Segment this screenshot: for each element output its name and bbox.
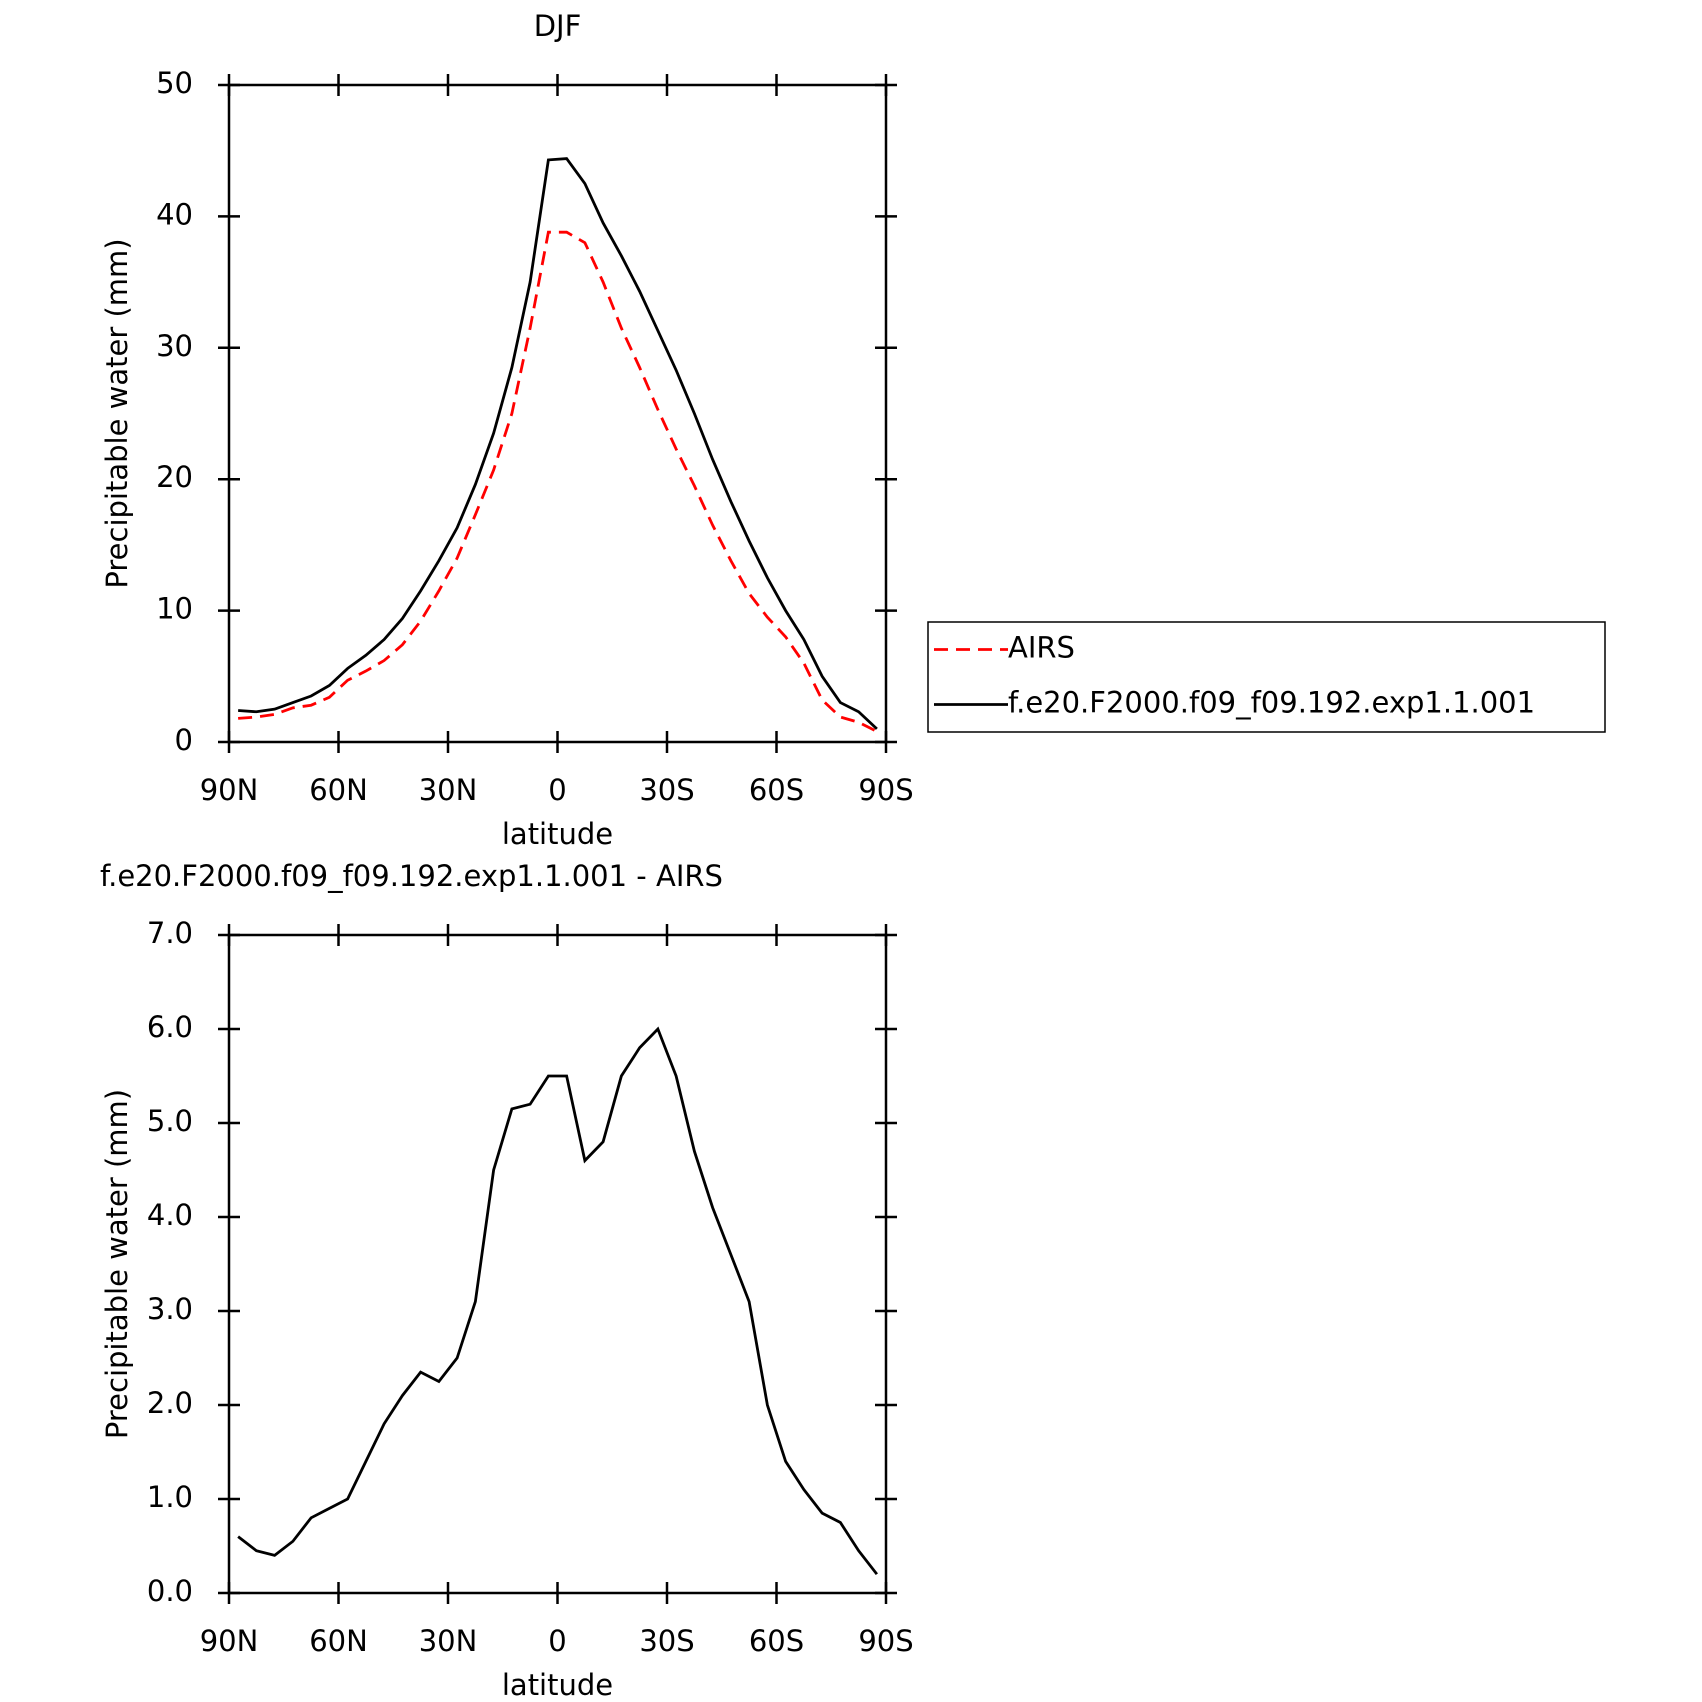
legend-box bbox=[927, 621, 1606, 733]
legend-label: AIRS bbox=[1008, 631, 1075, 665]
x-tick-label: 60S bbox=[749, 773, 804, 807]
x-axis-label: latitude bbox=[502, 817, 613, 851]
x-tick-label: 0 bbox=[548, 1624, 566, 1658]
x-tick-label: 30N bbox=[419, 773, 478, 807]
x-tick-label: 60N bbox=[309, 773, 368, 807]
legend-label: f.e20.F2000.f09_f09.192.exp1.1.001 bbox=[1008, 686, 1535, 720]
x-tick-label: 30S bbox=[639, 1624, 694, 1658]
y-tick-label: 20 bbox=[156, 460, 193, 494]
x-tick-label: 60S bbox=[749, 1624, 804, 1658]
data-line bbox=[238, 157, 878, 730]
y-tick-label: 40 bbox=[156, 197, 193, 231]
plot-frame bbox=[227, 83, 888, 744]
x-tick-label: 30N bbox=[419, 1624, 478, 1658]
y-tick-label: 3.0 bbox=[147, 1292, 193, 1326]
plot-frame bbox=[227, 933, 888, 1595]
y-tick-label: 30 bbox=[156, 329, 193, 363]
y-tick-label: 2.0 bbox=[147, 1386, 193, 1420]
x-tick-label: 60N bbox=[309, 1624, 368, 1658]
data-line bbox=[237, 1026, 878, 1576]
x-tick-label: 0 bbox=[548, 773, 566, 807]
y-tick-label: 50 bbox=[156, 66, 193, 100]
x-tick-label: 90N bbox=[200, 773, 259, 807]
y-axis-label: Precipitable water (mm) bbox=[100, 238, 134, 588]
y-tick-label: 0.0 bbox=[147, 1574, 193, 1608]
x-tick-label: 90N bbox=[200, 1624, 259, 1658]
x-tick-label: 30S bbox=[639, 773, 694, 807]
chart-title: f.e20.F2000.f09_f09.192.exp1.1.001 - AIR… bbox=[100, 859, 723, 893]
x-axis-label: latitude bbox=[502, 1668, 613, 1702]
x-tick-label: 90S bbox=[858, 773, 913, 807]
chart-title: DJF bbox=[534, 9, 582, 43]
y-tick-label: 1.0 bbox=[147, 1480, 193, 1514]
y-tick-label: 6.0 bbox=[147, 1010, 193, 1044]
y-axis-label: Precipitable water (mm) bbox=[100, 1089, 134, 1439]
y-tick-label: 10 bbox=[156, 592, 193, 626]
y-tick-label: 7.0 bbox=[147, 916, 193, 950]
y-tick-label: 4.0 bbox=[147, 1198, 193, 1232]
data-line bbox=[238, 230, 878, 733]
x-tick-label: 90S bbox=[858, 1624, 913, 1658]
y-tick-label: 5.0 bbox=[147, 1104, 193, 1138]
y-tick-label: 0 bbox=[175, 723, 193, 757]
